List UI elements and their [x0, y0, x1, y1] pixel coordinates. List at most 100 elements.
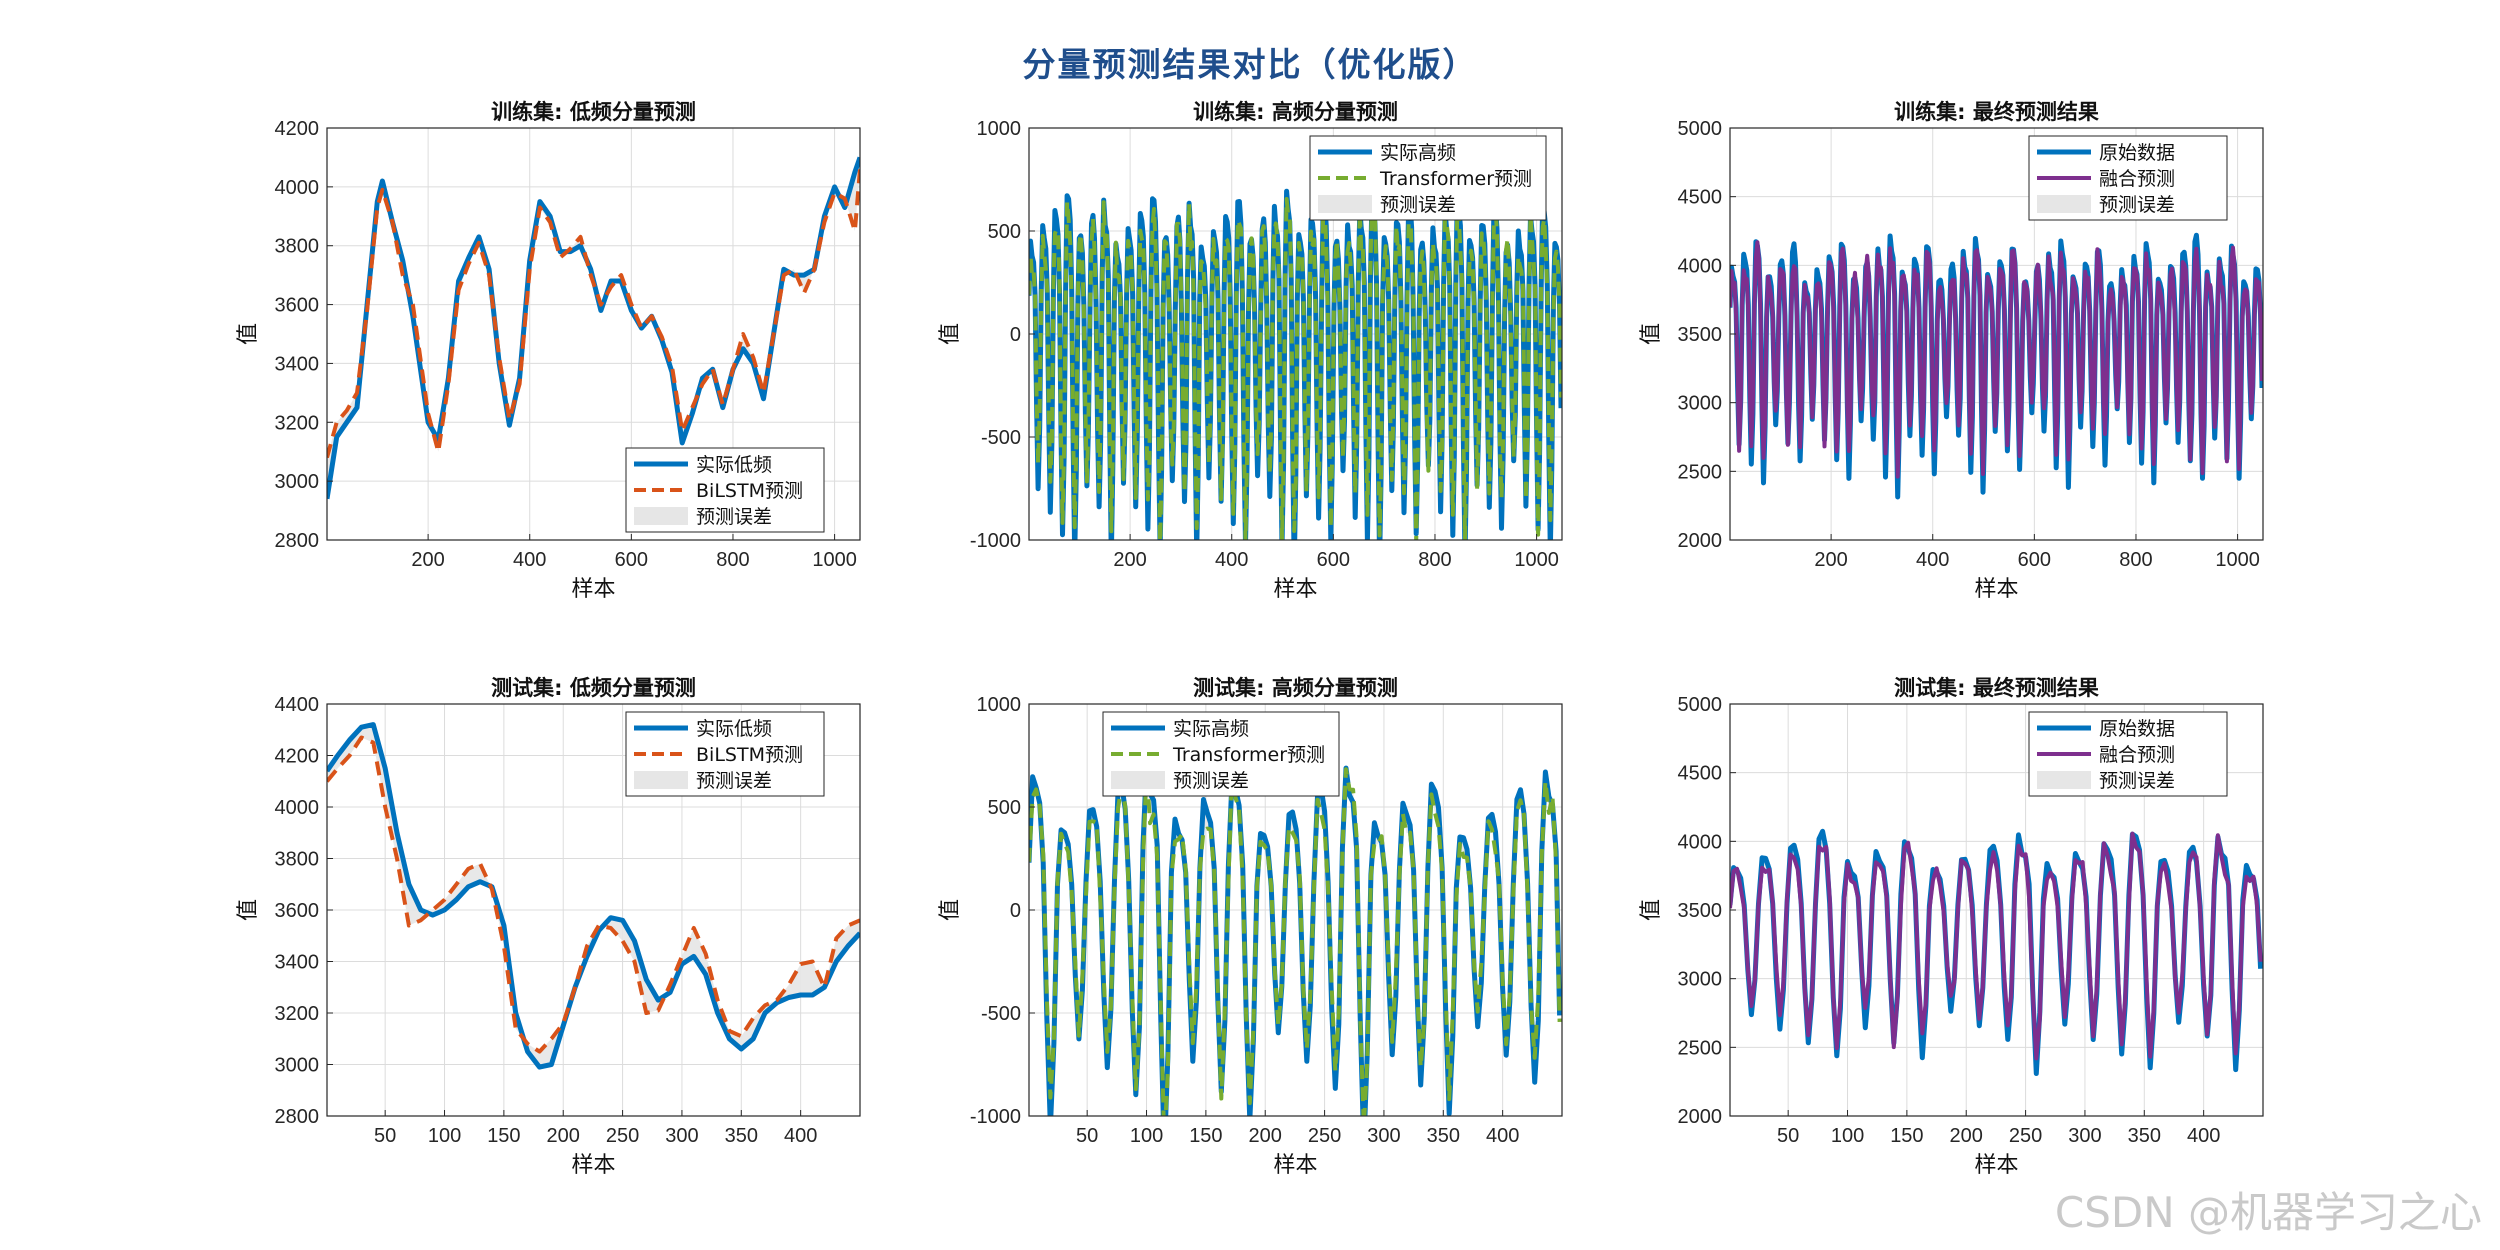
legend-swatch-error [1318, 195, 1372, 213]
x-tick-label: 400 [1916, 549, 1949, 571]
x-tick-label: 800 [2119, 549, 2152, 571]
y-tick-label: 3800 [275, 849, 320, 871]
y-tick-label: 4200 [275, 118, 320, 140]
series-line-predicted [1730, 831, 2263, 1061]
x-tick-label: 250 [1308, 1125, 1341, 1147]
series-group [1029, 761, 1562, 1116]
y-tick-label: 4000 [275, 797, 320, 819]
y-tick-label: 3400 [275, 952, 320, 974]
legend-label: 预测误差 [1173, 770, 1249, 792]
y-tick-label: 500 [988, 797, 1021, 819]
series-line-predicted [1029, 189, 1562, 540]
axes-frame [326, 127, 861, 541]
series-group [1730, 828, 2263, 1076]
legend-label: 预测误差 [1380, 194, 1456, 216]
y-tick-label: 5000 [1678, 694, 1723, 716]
x-tick-label: 250 [2009, 1125, 2042, 1147]
y-tick-label: 2000 [1678, 530, 1723, 552]
legend-label: 融合预测 [2099, 168, 2175, 190]
legend-label: 实际高频 [1380, 142, 1456, 164]
x-axis-label: 样本 [571, 1153, 615, 1178]
legend-label: Transformer预测 [1379, 168, 1532, 190]
y-tick-label: 0 [1010, 324, 1021, 346]
y-tick-label: 4000 [275, 177, 320, 199]
legend-label: 实际高频 [1173, 718, 1249, 740]
x-tick-label: 600 [2018, 549, 2051, 571]
x-tick-label: 50 [374, 1125, 396, 1147]
legend-label: 原始数据 [2099, 142, 2175, 164]
legend-swatch-error [2037, 195, 2091, 213]
y-axis-label: 值 [938, 323, 963, 345]
y-tick-label: 0 [1010, 900, 1021, 922]
chart-test-high: 50 100 150 200 250 300 350 400 -1000 -500 0 500 1000… [938, 676, 1563, 1178]
y-axis-label: 值 [938, 899, 963, 921]
y-tick-label: 3000 [1678, 969, 1723, 991]
y-tick-label: 4500 [1678, 187, 1723, 209]
legend-label: 实际低频 [696, 454, 772, 476]
y-tick-label: 1000 [977, 118, 1022, 140]
x-tick-label: 150 [1189, 1125, 1222, 1147]
y-tick-label: 3600 [275, 295, 320, 317]
legend-swatch-error [634, 507, 688, 525]
x-tick-label: 300 [1367, 1125, 1400, 1147]
chart-train-low: 200 400 600 800 1000 2800 3000 3200 3400 3600 3800… [236, 100, 861, 602]
x-tick-label: 100 [428, 1125, 461, 1147]
y-tick-label: 4500 [1678, 763, 1723, 785]
y-tick-label: -500 [981, 427, 1021, 449]
legend-label: 实际低频 [696, 718, 772, 740]
x-axis-label: 样本 [1974, 1153, 2018, 1178]
y-tick-label: 3200 [275, 412, 320, 434]
legend-label: 预测误差 [2099, 770, 2175, 792]
series-line-predicted [327, 169, 860, 459]
y-axis-label: 值 [236, 323, 261, 345]
y-tick-label: 3000 [1678, 393, 1723, 415]
chart-title: 训练集: 低频分量预测 [491, 100, 696, 124]
chart-title: 训练集: 最终预测结果 [1894, 100, 2099, 124]
x-tick-label: 800 [716, 549, 749, 571]
y-tick-label: 3400 [275, 353, 320, 375]
x-tick-label: 400 [784, 1125, 817, 1147]
x-tick-label: 200 [547, 1125, 580, 1147]
legend-label: 预测误差 [696, 506, 772, 528]
y-tick-label: -1000 [970, 530, 1021, 552]
legend-label: BiLSTM预测 [696, 744, 803, 766]
y-tick-label: 3800 [275, 236, 320, 258]
x-tick-label: 200 [1249, 1125, 1282, 1147]
y-tick-label: 3500 [1678, 324, 1723, 346]
y-tick-label: -500 [981, 1003, 1021, 1025]
x-tick-label: 400 [1486, 1125, 1519, 1147]
series-group [1730, 232, 2263, 500]
x-tick-label: 200 [1113, 549, 1146, 571]
y-tick-label: -1000 [970, 1106, 1021, 1128]
y-tick-label: 4000 [1678, 255, 1723, 277]
chart-train-final: 200 400 600 800 1000 2000 2500 3000 3500 4000 4500… [1639, 100, 2264, 602]
y-axis-label: 值 [1639, 323, 1664, 345]
legend-label: 预测误差 [696, 770, 772, 792]
series-line-predicted [1730, 240, 2263, 479]
y-tick-label: 3000 [275, 471, 320, 493]
x-tick-label: 250 [606, 1125, 639, 1147]
series-group [327, 156, 860, 500]
series-group [327, 722, 860, 1070]
series-line-predicted [1029, 767, 1562, 1116]
x-tick-label: 350 [2128, 1125, 2161, 1147]
x-tick-label: 200 [1814, 549, 1847, 571]
legend-label: 预测误差 [2099, 194, 2175, 216]
chart-title: 测试集: 最终预测结果 [1894, 676, 2099, 700]
y-axis-label: 值 [1639, 899, 1664, 921]
chart-title: 测试集: 低频分量预测 [491, 676, 696, 700]
x-tick-label: 300 [2068, 1125, 2101, 1147]
y-tick-label: 3200 [275, 1003, 320, 1025]
y-axis-label: 值 [236, 899, 261, 921]
x-tick-label: 200 [411, 549, 444, 571]
y-tick-label: 1000 [977, 694, 1022, 716]
x-tick-label: 600 [1317, 549, 1350, 571]
x-tick-label: 150 [1890, 1125, 1923, 1147]
x-axis-label: 样本 [1974, 577, 2018, 602]
series-line-actual [327, 722, 860, 1070]
